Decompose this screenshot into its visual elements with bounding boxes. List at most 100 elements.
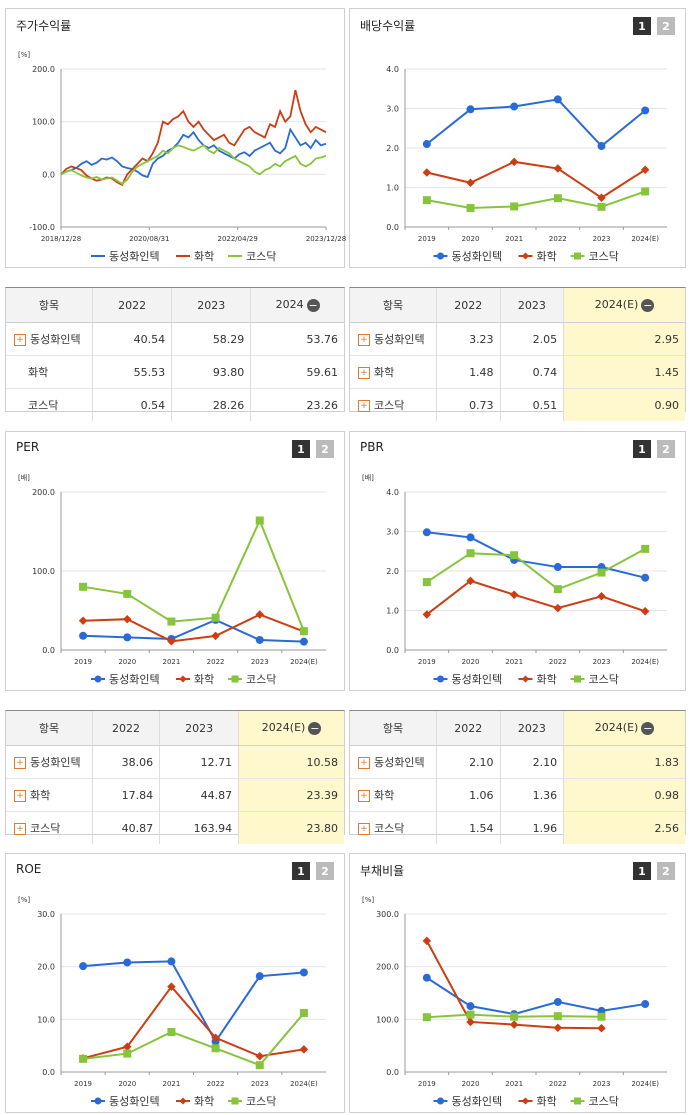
- column-header: 2023: [499, 711, 564, 746]
- table-cell: 0.98: [563, 778, 685, 812]
- y-tick-label: 200.0: [32, 65, 55, 74]
- view-2-button[interactable]: 2: [657, 440, 675, 458]
- legend-marker: [179, 1097, 187, 1105]
- x-tick-label: 2019: [418, 1080, 436, 1088]
- view-1-button[interactable]: 1: [633, 17, 651, 35]
- y-tick-label: 4.0: [386, 65, 399, 74]
- column-header: 2022: [436, 711, 501, 746]
- expand-plus-icon[interactable]: +: [358, 367, 370, 379]
- expand-plus-icon[interactable]: +: [14, 790, 26, 802]
- y-tick-label: 0.0: [42, 646, 55, 655]
- row-label: + 코스닥: [350, 811, 437, 844]
- expand-plus-icon[interactable]: +: [358, 757, 370, 769]
- point-kosdaq: [597, 1012, 606, 1021]
- y-tick-label: 300.0: [376, 910, 399, 919]
- x-tick-label: 2021: [505, 235, 523, 243]
- expand-plus-icon[interactable]: +: [14, 823, 26, 835]
- point-hwahak: [597, 592, 606, 601]
- legend-marker: [437, 1097, 444, 1105]
- point-kosdaq: [510, 551, 519, 560]
- point-kosdaq: [553, 194, 562, 203]
- table-cell: 0.73: [436, 388, 501, 421]
- series-line-hwahak: [60, 89, 327, 187]
- point-hwahak: [553, 603, 563, 613]
- x-tick-label: 2022: [549, 1080, 567, 1088]
- view-1-button[interactable]: 1: [292, 440, 310, 458]
- column-header: 2022: [91, 711, 160, 746]
- dividend-chart: 4.0 3.0 2.0 1.0 0.0 2019 2020 2021 2022 2023 2024(…: [386, 65, 667, 263]
- table-cell: 55.53: [91, 355, 172, 389]
- table-row: + 동성화인텍 3.23 2.05 2.95: [350, 322, 685, 356]
- x-tick-label: 2022: [207, 1080, 225, 1088]
- expand-plus-icon[interactable]: +: [358, 400, 370, 412]
- y-tick-label: 0.0: [42, 170, 55, 179]
- x-tick-label: 2022: [207, 658, 225, 666]
- point-kosdaq: [255, 1061, 264, 1070]
- column-header: 항목: [6, 288, 93, 323]
- column-header[interactable]: 2024(E) −: [563, 288, 685, 323]
- point-dongsung: [641, 106, 650, 115]
- column-header[interactable]: 2024(E) −: [563, 711, 685, 746]
- collapse-icon[interactable]: −: [641, 721, 655, 735]
- table-cell: 0.74: [499, 355, 564, 389]
- collapse-icon[interactable]: −: [641, 298, 655, 312]
- point-dongsung: [79, 631, 88, 640]
- series-line-kosdaq: [82, 1012, 305, 1067]
- view-2-button[interactable]: 2: [316, 440, 334, 458]
- table-row: + 코스닥 0.73 0.51 0.90: [350, 388, 685, 421]
- y-tick-label: 100.0: [32, 118, 55, 127]
- point-kosdaq: [167, 617, 176, 626]
- point-hwahak: [422, 936, 432, 946]
- expand-plus-icon[interactable]: +: [358, 790, 370, 802]
- point-kosdaq: [299, 627, 308, 636]
- view-1-button[interactable]: 1: [633, 862, 651, 880]
- x-tick-label: 2024(E): [631, 658, 659, 666]
- view-2-button[interactable]: 2: [316, 862, 334, 880]
- panel-title: PBR: [360, 440, 384, 454]
- point-hwahak: [255, 610, 264, 619]
- column-header[interactable]: 2024(E) −: [238, 711, 344, 746]
- collapse-icon[interactable]: −: [306, 298, 320, 312]
- column-header: 2022: [436, 288, 501, 323]
- y-tick-label: 1.0: [386, 184, 399, 193]
- collapse-icon[interactable]: −: [308, 721, 322, 735]
- view-1-button[interactable]: 1: [292, 862, 310, 880]
- x-tick-label: 2021: [163, 658, 181, 666]
- x-tick-label: 2019: [418, 235, 436, 243]
- legend: 동성화인텍 화학 코스닥: [433, 673, 619, 686]
- table-cell: 1.54: [436, 811, 501, 844]
- view-2-button[interactable]: 2: [657, 862, 675, 880]
- view-2-button[interactable]: 2: [657, 17, 675, 35]
- point-hwahak: [422, 168, 432, 177]
- panel-title: 배당수익률: [360, 19, 416, 33]
- row-label: + 동성화인텍: [350, 745, 437, 779]
- point-kosdaq: [79, 1054, 88, 1063]
- legend: 동성화인텍 화학 코스닥: [91, 250, 276, 263]
- expand-plus-icon[interactable]: +: [358, 334, 370, 346]
- legend-marker: [437, 675, 444, 683]
- x-tick-label: 2023: [593, 235, 611, 243]
- legend-label: 화학: [194, 673, 214, 686]
- point-kosdaq: [123, 1049, 132, 1058]
- column-header: 2023: [159, 711, 239, 746]
- table-cell: 23.80: [238, 811, 344, 844]
- expand-plus-icon[interactable]: +: [358, 823, 370, 835]
- expand-plus-icon[interactable]: +: [14, 334, 26, 346]
- legend-marker: [521, 675, 530, 683]
- panel-title: PER: [16, 440, 40, 454]
- column-header[interactable]: 2024−: [250, 288, 344, 323]
- legend-marker: [574, 252, 581, 260]
- series-line-kosdaq: [426, 190, 646, 210]
- x-tick-label: 2021: [505, 1080, 523, 1088]
- x-tick-label: 2023: [593, 1080, 611, 1088]
- legend-label: 코스닥: [589, 673, 619, 686]
- point-dongsung: [641, 1000, 650, 1009]
- view-1-button[interactable]: 1: [633, 440, 651, 458]
- expand-plus-icon[interactable]: +: [14, 757, 26, 769]
- legend-label: 코스닥: [589, 250, 619, 263]
- per-chart: [배]200.0 100.0 0.0 2019 2020 2021 2022 2023 2024…: [18, 473, 326, 686]
- unit-label: [%]: [362, 896, 374, 904]
- table-stock: 항목 2022 2023 2024− + 동성화인텍 40.54 58.29 53.76 화학 55…: [5, 287, 345, 421]
